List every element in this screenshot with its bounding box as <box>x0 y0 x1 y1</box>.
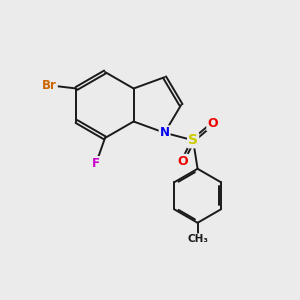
Text: N: N <box>160 126 170 139</box>
Text: Br: Br <box>42 79 57 92</box>
Text: O: O <box>207 117 218 130</box>
Text: F: F <box>92 157 100 170</box>
Text: CH₃: CH₃ <box>187 234 208 244</box>
Text: O: O <box>177 155 188 168</box>
Text: S: S <box>188 133 198 147</box>
